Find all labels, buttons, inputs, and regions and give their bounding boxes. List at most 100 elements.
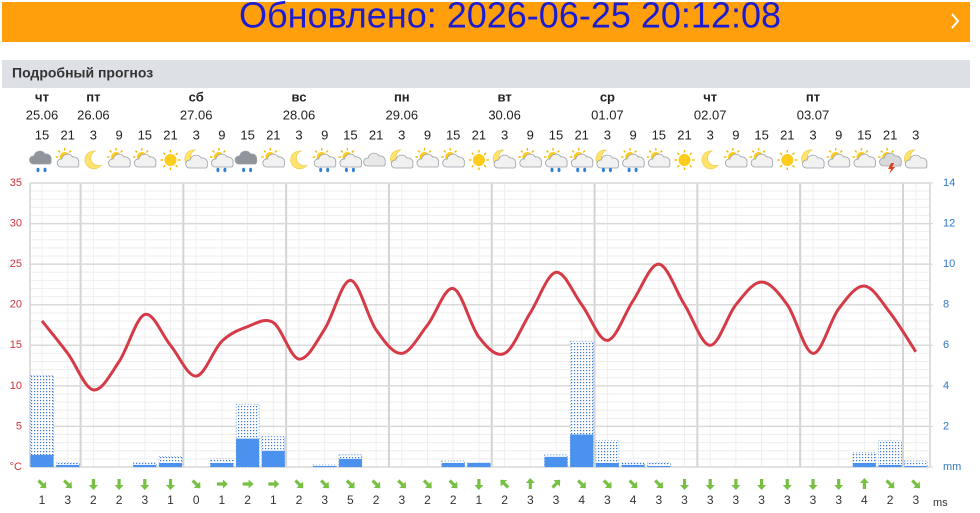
y-tick-label: 30 — [10, 217, 22, 229]
sun-ray — [162, 152, 166, 156]
sun-ray — [571, 150, 575, 153]
y-tick-label: 5 — [16, 420, 22, 432]
wind-speed: 3 — [141, 493, 148, 507]
rain-drop — [326, 167, 330, 173]
wind-arrow — [551, 479, 561, 489]
rain-drop — [223, 167, 227, 173]
day-name: ср — [600, 89, 615, 104]
wind-arrow-shape — [808, 479, 818, 490]
hour-label: 3 — [707, 127, 714, 142]
weather-icon — [390, 149, 414, 169]
wind-arrow — [114, 479, 124, 490]
rain-drop — [351, 167, 355, 173]
precip-max-bar — [878, 440, 902, 468]
precip-bar — [236, 438, 260, 467]
sun-ray — [223, 150, 226, 153]
wind-speed: 3 — [835, 493, 842, 507]
cloud — [596, 154, 619, 169]
y2-tick-label: 4 — [943, 380, 949, 392]
cloud — [570, 153, 594, 168]
hour-label: 21 — [163, 127, 177, 142]
rain-drop — [627, 167, 631, 173]
sun-ray — [109, 150, 112, 153]
y-tick-label: 15 — [10, 339, 22, 351]
sun — [164, 154, 177, 166]
hour-label: 3 — [295, 127, 302, 142]
wind-speed: 1 — [476, 493, 483, 507]
cloud — [416, 153, 440, 168]
precip-bar — [467, 462, 491, 467]
cloud — [56, 153, 80, 168]
cloud — [827, 153, 851, 168]
sun-ray — [68, 150, 72, 153]
rain-drop — [36, 167, 40, 173]
wind-arrow — [628, 479, 638, 489]
wind-speed: 1 — [219, 493, 226, 507]
wind-arrow — [37, 479, 47, 489]
sun-ray — [828, 150, 832, 153]
day-date: 30.06 — [488, 107, 521, 122]
wind-speed: 3 — [398, 493, 405, 507]
cloud — [750, 153, 774, 168]
wind-arrow — [294, 479, 304, 489]
cloud — [29, 150, 52, 165]
sun-ray — [175, 152, 179, 156]
hour-label: 21 — [780, 127, 794, 142]
precip-bar — [159, 462, 182, 467]
precip-bar — [210, 462, 234, 467]
wind-arrow-shape — [397, 479, 407, 489]
cloud — [211, 153, 234, 168]
wind-arrow — [525, 478, 535, 489]
wind-arrow-shape — [268, 479, 280, 489]
sun-ray — [134, 150, 138, 153]
wind-speed: 3 — [681, 493, 688, 507]
sun-ray — [880, 150, 883, 153]
sun-ray — [854, 150, 858, 153]
weather-icon — [749, 148, 774, 168]
weather-icon — [904, 149, 928, 169]
sun-ray — [648, 150, 652, 153]
wind-arrow-shape — [680, 479, 689, 490]
cloud — [647, 153, 671, 168]
wind-speed: 4 — [861, 493, 868, 507]
sun — [472, 154, 485, 166]
day-date: 28.06 — [283, 107, 316, 122]
wind-arrow — [885, 479, 895, 489]
cloud — [363, 152, 386, 167]
hour-label: 3 — [912, 127, 919, 142]
sun-ray — [557, 150, 560, 153]
wind-speed: 2 — [887, 493, 894, 507]
sun-ray — [263, 150, 267, 153]
weather-icon — [723, 148, 748, 168]
wind-arrow — [242, 479, 254, 489]
hour-label: 21 — [883, 127, 897, 142]
chevron[interactable] — [951, 13, 960, 29]
hour-label: 15 — [446, 127, 460, 142]
sun-ray — [57, 150, 61, 153]
weather-icon — [801, 149, 825, 169]
precip-bar — [441, 462, 465, 467]
wind-arrow-shape — [705, 479, 715, 490]
wind-arrow-shape — [166, 479, 175, 490]
hour-label: 9 — [424, 127, 431, 142]
wind-speed: 2 — [450, 493, 457, 507]
sun-ray — [891, 150, 894, 153]
cloud — [390, 154, 414, 169]
weather-icon — [569, 148, 594, 173]
update-banner[interactable] — [2, 2, 970, 42]
wind-arrow — [63, 479, 72, 489]
precip-bar — [544, 456, 568, 467]
sun-ray — [443, 150, 447, 153]
precip-bar — [133, 464, 157, 467]
cloud — [545, 153, 568, 168]
day-name: сб — [189, 89, 204, 104]
wind-arrow-shape — [216, 479, 228, 489]
wind-arrow-shape — [731, 479, 741, 490]
hour-label: 15 — [343, 127, 357, 142]
weather-icon — [107, 148, 131, 168]
wind-arrow — [474, 479, 484, 490]
weather-icon — [312, 148, 337, 173]
sun — [781, 154, 794, 166]
wind-speed: 2 — [116, 493, 123, 507]
wind-arrow-shape — [345, 479, 355, 489]
